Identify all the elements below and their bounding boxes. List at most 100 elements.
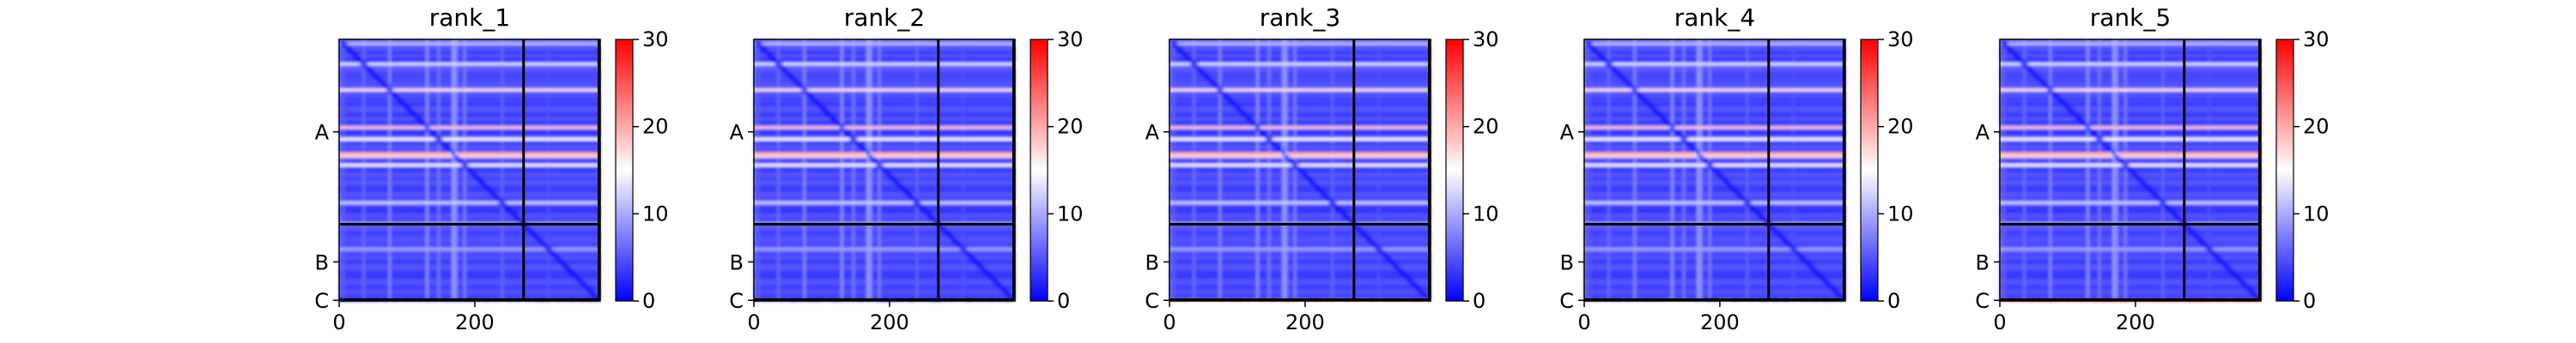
heatmap-cell bbox=[376, 45, 380, 49]
heatmap-cell bbox=[564, 39, 568, 43]
heatmap-cell bbox=[518, 45, 522, 49]
heatmap-cell bbox=[578, 71, 582, 75]
heatmap-cell bbox=[361, 53, 366, 57]
heatmap-cell bbox=[356, 42, 361, 46]
heatmap-cell bbox=[561, 42, 565, 46]
heatmap-cell bbox=[586, 59, 591, 63]
heatmap-cell bbox=[541, 65, 545, 69]
heatmap-cell bbox=[393, 57, 398, 61]
heatmap-cell bbox=[385, 48, 389, 52]
heatmap-cell bbox=[348, 57, 352, 61]
heatmap-cell bbox=[437, 62, 441, 66]
heatmap-cell bbox=[342, 74, 346, 78]
heatmap-cell bbox=[463, 62, 467, 66]
heatmap-cell bbox=[422, 59, 427, 63]
heatmap-cell bbox=[425, 71, 429, 75]
heatmap-cell bbox=[492, 68, 496, 72]
heatmap-cell bbox=[356, 62, 361, 66]
heatmap-cell bbox=[592, 48, 597, 52]
heatmap-cell bbox=[457, 45, 461, 49]
heatmap-cell bbox=[518, 62, 522, 66]
heatmap-cell bbox=[497, 62, 501, 66]
heatmap-cell bbox=[405, 71, 410, 75]
heatmap-cell bbox=[402, 39, 406, 43]
heatmap-cell bbox=[452, 42, 456, 46]
heatmap-cell bbox=[353, 53, 357, 57]
heatmap-cell bbox=[350, 57, 355, 61]
heatmap-cell bbox=[356, 48, 361, 52]
heatmap-cell bbox=[393, 74, 398, 78]
heatmap-cell bbox=[514, 48, 519, 52]
heatmap-cell bbox=[509, 45, 513, 49]
heatmap-cell bbox=[564, 53, 568, 57]
heatmap-cell bbox=[535, 62, 539, 66]
heatmap-cell bbox=[550, 57, 554, 61]
heatmap-cell bbox=[474, 68, 478, 72]
heatmap-cell bbox=[471, 42, 476, 46]
heatmap-cell bbox=[575, 68, 580, 72]
heatmap-cell bbox=[569, 42, 574, 46]
heatmap-cell bbox=[405, 48, 410, 52]
heatmap-cell bbox=[581, 53, 586, 57]
heatmap-cell bbox=[399, 53, 404, 57]
heatmap-cell bbox=[446, 59, 450, 63]
heatmap-cell bbox=[434, 62, 438, 66]
heatmap-cell bbox=[586, 57, 591, 61]
heatmap-cell bbox=[382, 53, 386, 57]
heatmap-cell bbox=[437, 53, 441, 57]
heatmap-cell bbox=[483, 53, 487, 57]
heatmap-cell bbox=[524, 48, 528, 52]
heatmap-cell bbox=[483, 42, 487, 46]
heatmap-cell bbox=[339, 71, 343, 75]
heatmap-cell bbox=[480, 71, 484, 75]
heatmap-cell bbox=[442, 39, 447, 43]
heatmap-cell bbox=[564, 62, 568, 66]
heatmap-cell bbox=[578, 42, 582, 46]
heatmap-cell bbox=[440, 42, 444, 46]
heatmap-cell bbox=[452, 62, 456, 66]
heatmap-cell bbox=[446, 53, 450, 57]
heatmap-cell bbox=[465, 71, 470, 75]
heatmap-cell bbox=[431, 48, 435, 52]
heatmap-cell bbox=[382, 48, 386, 52]
heatmap-cell bbox=[558, 59, 562, 63]
heatmap-cell bbox=[506, 42, 510, 46]
heatmap-cell bbox=[526, 48, 531, 52]
heatmap-cell bbox=[561, 45, 565, 49]
heatmap-cell bbox=[399, 48, 404, 52]
heatmap-cell bbox=[420, 45, 424, 49]
heatmap-cell bbox=[532, 51, 537, 55]
heatmap-cell bbox=[422, 57, 427, 61]
heatmap-cell bbox=[569, 39, 574, 43]
heatmap-cell bbox=[552, 65, 556, 69]
heatmap-cell bbox=[526, 45, 531, 49]
heatmap-cell bbox=[573, 62, 577, 66]
heatmap-cell bbox=[365, 71, 369, 75]
heatmap-cell bbox=[370, 39, 374, 43]
heatmap-cell bbox=[529, 53, 533, 57]
heatmap-cell bbox=[550, 45, 554, 49]
heatmap-cell bbox=[546, 48, 550, 52]
heatmap-cell bbox=[529, 71, 533, 75]
heatmap-cell bbox=[376, 74, 380, 78]
heatmap-cell bbox=[474, 57, 478, 61]
heatmap-cell bbox=[361, 68, 366, 72]
heatmap-cell bbox=[584, 71, 588, 75]
heatmap-cell bbox=[405, 57, 410, 61]
heatmap-cell bbox=[529, 57, 533, 61]
heatmap-cell bbox=[365, 74, 369, 78]
heatmap-cell bbox=[489, 42, 493, 46]
heatmap-cell bbox=[428, 39, 433, 43]
heatmap-cell bbox=[535, 71, 539, 75]
heatmap-cell bbox=[365, 53, 369, 57]
heatmap-cell bbox=[546, 51, 550, 55]
heatmap-cell bbox=[448, 53, 453, 57]
heatmap-cell bbox=[440, 71, 444, 75]
heatmap-cell bbox=[529, 59, 533, 63]
heatmap-cell bbox=[440, 57, 444, 61]
heatmap-cell bbox=[344, 65, 349, 69]
heatmap-cell bbox=[405, 62, 410, 66]
heatmap-cell bbox=[483, 62, 487, 66]
heatmap-cell bbox=[492, 39, 496, 43]
heatmap-cell bbox=[592, 53, 597, 57]
